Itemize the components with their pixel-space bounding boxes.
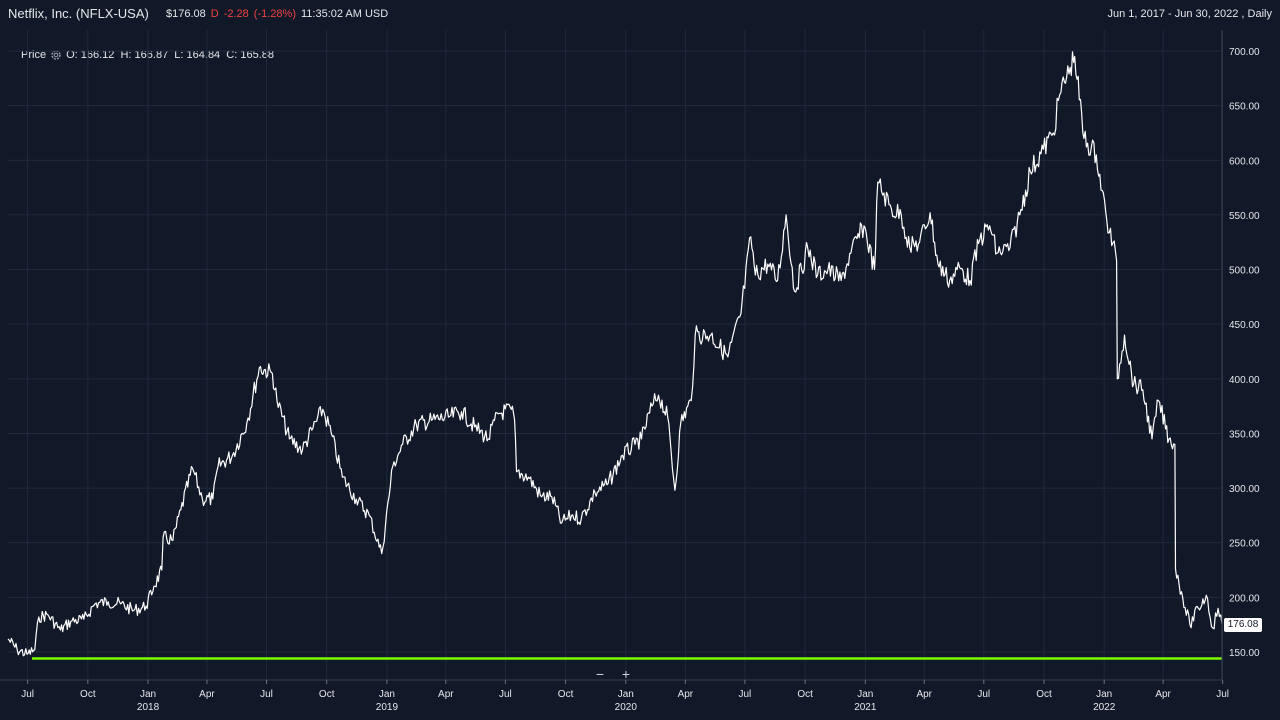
- x-tick-label: Jan: [379, 689, 395, 700]
- y-tick-label: 250.00: [1229, 539, 1260, 550]
- x-tick-label: Apr: [438, 689, 454, 700]
- x-tick-label: Apr: [199, 689, 215, 700]
- x-tick-label: Apr: [916, 689, 932, 700]
- x-tick-label: Jul: [260, 689, 273, 700]
- delay-flag: D: [210, 8, 219, 20]
- y-tick-label: 600.00: [1229, 156, 1260, 167]
- x-tick-label: Oct: [558, 689, 574, 700]
- x-tick-label: Apr: [1155, 689, 1171, 700]
- y-tick-label: 400.00: [1229, 375, 1260, 386]
- y-tick-label: 350.00: [1229, 429, 1260, 440]
- quote-time: 11:35:02 AM USD: [300, 8, 389, 20]
- x-year-label: 2020: [615, 702, 638, 713]
- y-tick-label: 500.00: [1229, 266, 1260, 277]
- y-tick-label: 300.00: [1229, 484, 1260, 495]
- y-tick-label: 450.00: [1229, 320, 1260, 331]
- last-price-tag: 176.08: [1224, 618, 1262, 632]
- x-tick-label: Jan: [140, 689, 156, 700]
- ticker-title: Netflix, Inc. (NFLX-USA): [8, 6, 149, 21]
- x-tick-label: Apr: [678, 689, 694, 700]
- x-year-label: 2022: [1093, 702, 1116, 713]
- zoom-controls: − +: [594, 666, 632, 682]
- x-year-label: 2019: [376, 702, 399, 713]
- series-group: [7, 51, 1223, 660]
- price-change-pct: (-1.28%): [253, 8, 296, 20]
- x-tick-label: Oct: [797, 689, 813, 700]
- x-tick-label: Jul: [21, 689, 34, 700]
- last-price: $176.08: [166, 8, 206, 20]
- x-tick-label: Jul: [1216, 689, 1229, 700]
- grid-lines: [8, 30, 1224, 680]
- quote-line: $176.08 D -2.28 (-1.28%) 11:35:02 AM USD: [166, 8, 388, 20]
- y-tick-label: 550.00: [1229, 211, 1260, 222]
- y-tick-label: 650.00: [1229, 102, 1260, 113]
- x-tick-label: Oct: [80, 689, 96, 700]
- x-tick-label: Jul: [499, 689, 512, 700]
- x-tick-label: Oct: [1036, 689, 1052, 700]
- y-tick-label: 200.00: [1229, 593, 1260, 604]
- ohlc-values: O: 166.12 H: 166.87 L: 164.84 C: 165.88: [66, 49, 274, 61]
- zoom-in-button[interactable]: +: [621, 666, 631, 682]
- gear-icon[interactable]: [50, 49, 62, 61]
- y-tick-label: 700.00: [1229, 47, 1260, 58]
- x-tick-label: Jul: [739, 689, 752, 700]
- zoom-out-button[interactable]: −: [595, 666, 605, 682]
- y-axis: 700.00 650.00 600.00 550.00 500.00 450.00 400.…: [1221, 30, 1260, 680]
- x-tick-label: Jan: [1096, 689, 1112, 700]
- x-axis: Jul Oct Jan 2018 Apr Jul Oct Jan 2019 Apr Jul Oct Ja…: [0, 679, 1229, 713]
- x-tick-label: Oct: [319, 689, 335, 700]
- x-year-label: 2021: [854, 702, 877, 713]
- price-change: -2.28: [223, 8, 249, 20]
- header-bar: Netflix, Inc. (NFLX-USA) $176.08 D -2.28…: [0, 0, 1280, 28]
- date-range[interactable]: Jun 1, 2017 - Jun 30, 2022 , Daily: [1107, 8, 1273, 20]
- y-tick-label: 150.00: [1229, 648, 1260, 659]
- price-legend: Price O: 166.12 H: 166.87 L: 164.84 C: 1…: [21, 49, 274, 61]
- x-tick-label: Jan: [857, 689, 873, 700]
- x-tick-label: Jan: [618, 689, 634, 700]
- x-year-label: 2018: [137, 702, 160, 713]
- x-tick-label: Jul: [977, 689, 990, 700]
- price-series-line: [7, 51, 1223, 657]
